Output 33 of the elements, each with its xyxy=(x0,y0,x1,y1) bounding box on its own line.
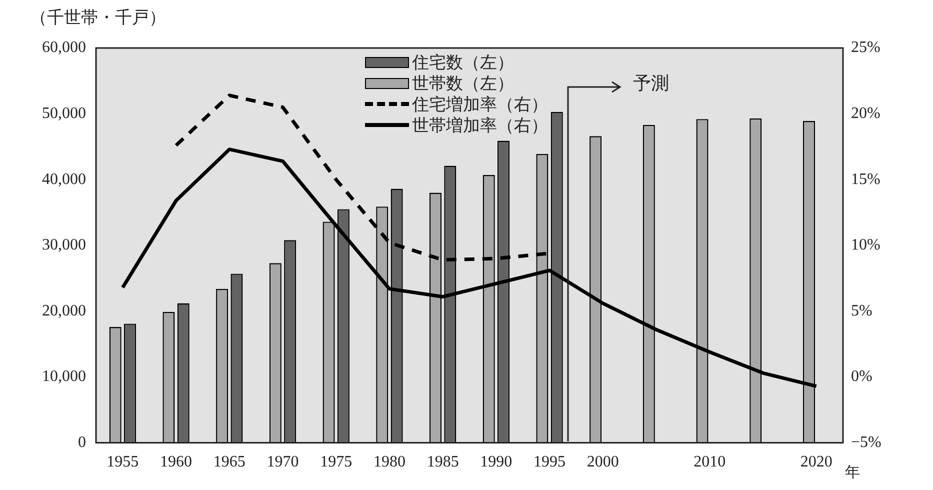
x-tick-label: 1980 xyxy=(373,454,406,471)
y2-tick-label: 15% xyxy=(851,170,880,188)
x-tick-label: 1965 xyxy=(213,454,246,471)
y2-tick-label: 0% xyxy=(851,368,872,386)
x-tick-label: 2020 xyxy=(800,454,832,471)
y-tick-label: 40,000 xyxy=(42,170,86,188)
y-tick-label: 10,000 xyxy=(42,368,86,386)
legend-label: 世帯増加率（右） xyxy=(412,114,548,136)
x-tick-label: 1985 xyxy=(426,454,459,471)
x-tick-label: 1955 xyxy=(106,454,139,471)
x-tick-label: 1970 xyxy=(266,454,299,471)
legend-label: 住宅数（左） xyxy=(412,52,514,73)
y2-tick-label: 10% xyxy=(851,236,880,254)
x-tick-label: 1990 xyxy=(480,454,512,471)
y-tick-label: 60,000 xyxy=(42,39,86,56)
x-tick-label: 2000 xyxy=(586,454,619,471)
x-tick-label: 1995 xyxy=(534,454,566,471)
legend-label: 世帯数（左） xyxy=(412,72,514,94)
y-tick-label: 0 xyxy=(78,434,86,452)
y-axis-title: （千世帯・千戸） xyxy=(30,7,166,29)
x-axis-title: 年 xyxy=(845,464,860,482)
x-tick-label: 2010 xyxy=(694,454,726,471)
y2-tick-label: −5% xyxy=(851,434,882,452)
x-tick-label: 1975 xyxy=(320,454,352,471)
x-tick-label: 1960 xyxy=(160,454,192,471)
y2-tick-label: 25% xyxy=(851,39,880,56)
y-tick-label: 50,000 xyxy=(42,105,86,122)
y2-tick-label: 20% xyxy=(851,105,880,122)
y-tick-label: 20,000 xyxy=(42,302,86,320)
y2-tick-label: 5% xyxy=(851,302,872,320)
annotation: 予測 xyxy=(633,72,670,96)
legend-label: 住宅増加率（右） xyxy=(412,94,548,115)
y-tick-label: 30,000 xyxy=(42,236,86,254)
